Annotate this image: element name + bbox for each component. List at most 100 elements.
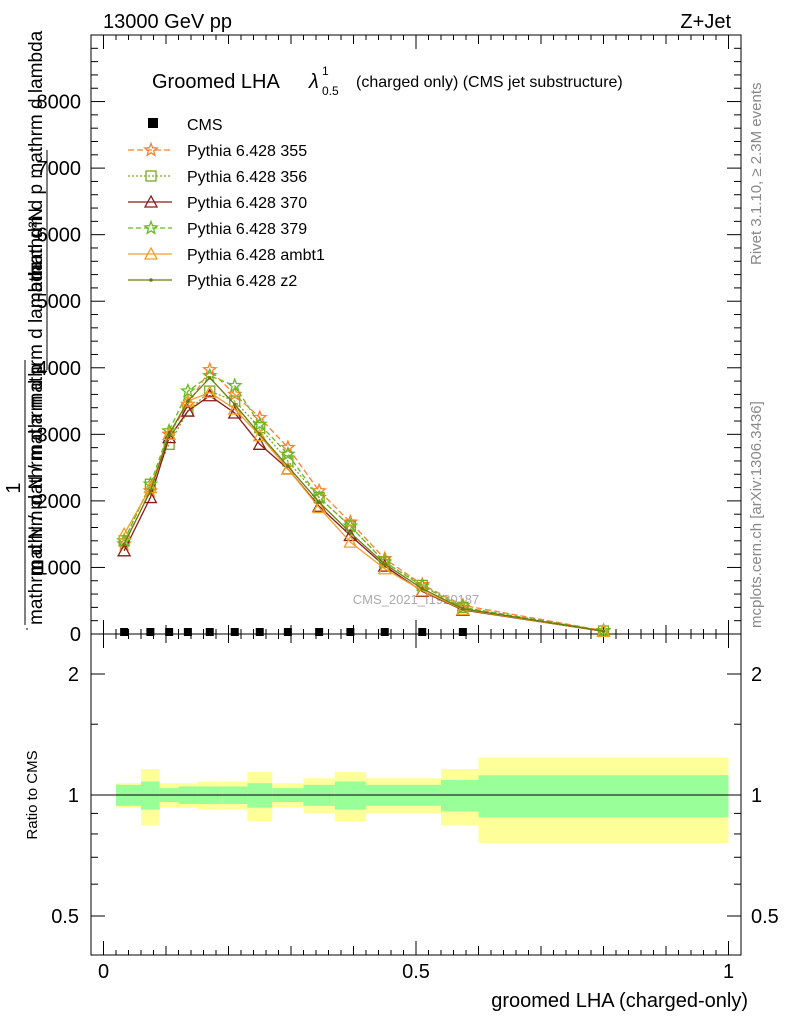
marker-star bbox=[143, 141, 159, 157]
cms-data-point bbox=[255, 628, 264, 636]
marker-open-triangle bbox=[162, 426, 177, 440]
marker-dot bbox=[317, 500, 321, 505]
marker-open-triangle bbox=[202, 385, 217, 399]
ratio-y-tick-label: 2 bbox=[68, 664, 79, 686]
legend-swatch bbox=[148, 118, 158, 128]
marker-open-square bbox=[145, 170, 157, 182]
y-axis-label: 1 mathrm d²N mathrm d N / mathrm d p mat… bbox=[3, 30, 48, 630]
title-sub: 0.5 bbox=[322, 84, 339, 98]
y-tick-label: 4000 bbox=[37, 358, 82, 380]
marker-dot bbox=[348, 531, 353, 535]
cms-data-point bbox=[346, 628, 355, 636]
marker-dot bbox=[382, 562, 387, 566]
legend-entry: CMS bbox=[148, 117, 223, 134]
cms-data-point bbox=[230, 628, 239, 636]
title-main: Groomed LHA bbox=[152, 71, 280, 93]
marker-dot bbox=[167, 432, 171, 437]
title-rest: (charged only) (CMS jet substructure) bbox=[356, 74, 623, 91]
series-line bbox=[123, 375, 604, 632]
marker-open-triangle bbox=[117, 526, 132, 540]
title-sup: 1 bbox=[322, 64, 329, 78]
legend-label: Pythia 6.428 355 bbox=[187, 143, 307, 160]
marker-star bbox=[279, 439, 296, 455]
marker-dot bbox=[286, 464, 290, 469]
legend: CMS Pythia 6.428 355 Pythia 6.428 356 Pythi… bbox=[128, 117, 325, 290]
y-label-numerator: mathrm d²N bbox=[26, 208, 47, 308]
ratio-y-tick-label-right: 0.5 bbox=[751, 906, 779, 928]
ratio-bands bbox=[116, 757, 729, 843]
y-tick-label: 7000 bbox=[37, 158, 82, 180]
cms-data-point bbox=[146, 628, 155, 636]
series-line bbox=[123, 368, 604, 632]
marker-star bbox=[311, 482, 327, 498]
cms-data-point bbox=[120, 628, 129, 636]
rivet-label: Rivet 3.1.10, ≥ 2.3M events bbox=[748, 83, 765, 266]
marker-dot bbox=[420, 586, 425, 591]
legend-entry: Pythia 6.428 355 bbox=[128, 141, 307, 160]
y-label-denominator-2: mathrm d p mathrm d lambda bbox=[26, 30, 47, 280]
plot-title: Groomed LHA λ 1 0.5 (charged only) (CMS … bbox=[152, 64, 623, 98]
y-label-one: 1 bbox=[3, 482, 25, 493]
y-tick-label: 0 bbox=[70, 624, 81, 646]
y-label-denominator-1: mathrm d N / mathrm d p bbox=[26, 364, 47, 575]
legend-entry: Pythia 6.428 379 bbox=[128, 219, 307, 238]
y-tick-label: 6000 bbox=[37, 225, 82, 247]
marker-dot bbox=[232, 402, 237, 407]
cms-data-point bbox=[315, 628, 324, 636]
marker-open-triangle bbox=[180, 403, 195, 417]
series-line bbox=[123, 376, 604, 632]
x-tick-label: 0.5 bbox=[402, 961, 430, 983]
ratio-y-tick-label-right: 1 bbox=[751, 785, 762, 807]
marker-dot bbox=[207, 375, 212, 380]
mcplots-label: mcplots.cern.ch [arXiv:1306.3436] bbox=[748, 401, 765, 628]
y-tick-label: 5000 bbox=[37, 291, 82, 313]
marker-open-triangle bbox=[312, 500, 327, 514]
cms-data-point bbox=[183, 628, 192, 636]
ratio-y-axis: 0.5 0.5 1 1 2 2 bbox=[51, 664, 779, 928]
marker-open-triangle bbox=[180, 393, 195, 407]
series-pythia-6-428-z2 bbox=[122, 375, 606, 634]
legend-label: Pythia 6.428 ambt1 bbox=[187, 247, 325, 264]
marker-open-triangle bbox=[143, 194, 159, 208]
cms-data-point bbox=[380, 628, 389, 636]
cms-data-point bbox=[418, 628, 427, 636]
marker-dot bbox=[149, 278, 153, 282]
marker-star bbox=[251, 409, 268, 425]
y-tick-label: 2000 bbox=[37, 491, 82, 513]
legend-label: Pythia 6.428 370 bbox=[187, 195, 307, 212]
ratio-band-inner bbox=[441, 779, 479, 812]
title-lambda: λ bbox=[308, 71, 319, 93]
cms-data-point bbox=[205, 628, 214, 636]
marker-star bbox=[143, 219, 159, 235]
x-axis-label: groomed LHA (charged-only) bbox=[491, 990, 748, 1012]
x-tick-label: 1 bbox=[723, 961, 734, 983]
marker-open-triangle bbox=[280, 461, 295, 475]
legend-label: Pythia 6.428 356 bbox=[187, 169, 307, 186]
marker-open-triangle bbox=[252, 428, 267, 442]
marker-star bbox=[226, 377, 243, 393]
marker-star bbox=[342, 513, 359, 529]
marker-dot bbox=[461, 606, 465, 611]
marker-star bbox=[201, 361, 218, 377]
legend-entry: Pythia 6.428 z2 bbox=[128, 273, 297, 290]
ratio-y-tick-label: 0.5 bbox=[51, 906, 79, 928]
marker-dot bbox=[186, 399, 190, 403]
ratio-y-label: Ratio to CMS bbox=[24, 750, 41, 839]
marker-open-triangle bbox=[343, 534, 358, 548]
marker-open-triangle bbox=[117, 543, 132, 557]
series-group bbox=[116, 361, 612, 638]
cms-data-point bbox=[283, 628, 292, 636]
marker-open-triangle bbox=[143, 246, 159, 260]
main-y-axis: 0 1000 2000 3000 4000 5000 6000 7000 8000 bbox=[37, 47, 741, 646]
legend-label: CMS bbox=[187, 117, 223, 134]
header-left: 13000 GeV pp bbox=[103, 11, 232, 33]
cms-data-points bbox=[120, 628, 467, 636]
ratio-y-tick-label: 1 bbox=[68, 785, 79, 807]
marker-open-triangle bbox=[252, 436, 267, 450]
ratio-band-inner bbox=[141, 781, 160, 810]
legend-entry: Pythia 6.428 370 bbox=[128, 194, 307, 212]
marker-dot bbox=[257, 432, 262, 437]
marker-star bbox=[251, 416, 268, 432]
marker-open-triangle bbox=[377, 561, 392, 575]
